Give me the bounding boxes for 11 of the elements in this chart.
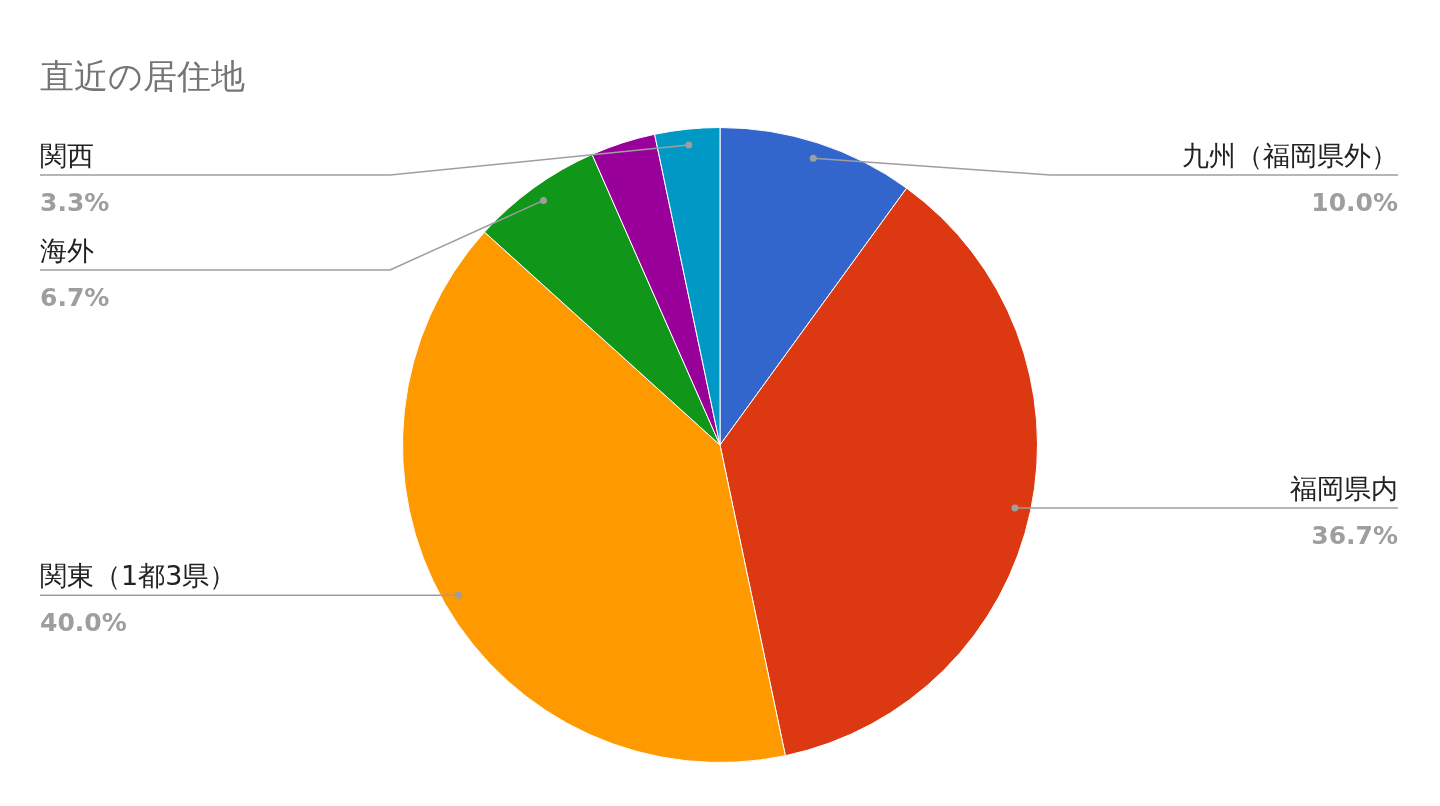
data-label: 6.7% [40, 283, 110, 312]
data-label: 3.3% [40, 188, 110, 217]
slice-label: 福岡県内 [1290, 473, 1398, 505]
slice-label: 九州（福岡県外） [1182, 140, 1398, 171]
slice-label: 関東（1都3県） [40, 560, 237, 592]
data-label: 40.0% [40, 608, 127, 638]
slice-label: 関西 [40, 140, 94, 171]
chart-title: 直近の居住地 [40, 56, 245, 96]
data-label: 10.0% [1311, 188, 1398, 217]
data-label: 36.7% [1311, 521, 1398, 551]
slice-label: 海外 [40, 235, 94, 266]
